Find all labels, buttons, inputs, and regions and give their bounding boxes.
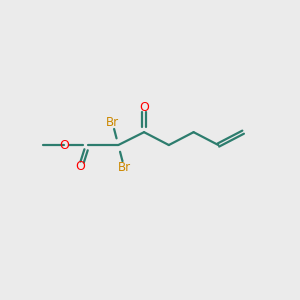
Text: O: O [59,139,69,152]
Text: O: O [76,160,85,173]
Text: Br: Br [106,116,119,129]
Text: Br: Br [118,161,131,174]
Text: O: O [139,101,149,114]
